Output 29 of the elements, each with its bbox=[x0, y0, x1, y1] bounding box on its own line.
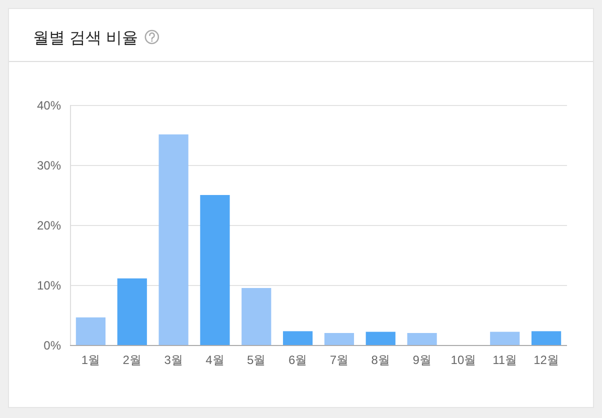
bar bbox=[324, 333, 354, 345]
x-tick-label: 6월 bbox=[288, 353, 308, 367]
x-tick-label: 1월 bbox=[81, 353, 100, 367]
bar bbox=[200, 195, 230, 345]
bar bbox=[366, 332, 396, 345]
x-tick-label: 10월 bbox=[450, 353, 476, 367]
x-tick-label: 11월 bbox=[492, 353, 518, 367]
bar bbox=[76, 317, 106, 345]
x-tick-label: 8월 bbox=[371, 353, 390, 367]
chart-title: 월별 검색 비율 bbox=[33, 30, 138, 47]
x-tick-label: 2월 bbox=[122, 353, 142, 367]
x-tick-label: 4월 bbox=[206, 353, 224, 367]
y-tick-label: 20% bbox=[36, 218, 62, 232]
bar bbox=[490, 332, 520, 345]
y-tick-label: 10% bbox=[36, 278, 62, 292]
x-tick-label: 7월 bbox=[330, 353, 349, 367]
x-tick-label: 5월 bbox=[247, 353, 266, 367]
y-tick-label: 0% bbox=[44, 338, 62, 352]
x-tick-label: 12월 bbox=[534, 353, 559, 367]
bar bbox=[282, 331, 313, 345]
x-tick-label: 9월 bbox=[412, 353, 432, 367]
bar bbox=[407, 333, 437, 345]
bar bbox=[158, 134, 188, 345]
y-tick-label: 40% bbox=[36, 98, 62, 112]
bar bbox=[242, 288, 272, 345]
y-tick-label: 30% bbox=[36, 158, 62, 172]
bar bbox=[117, 278, 147, 345]
bar bbox=[531, 331, 562, 345]
x-tick-label: 3월 bbox=[164, 353, 183, 367]
